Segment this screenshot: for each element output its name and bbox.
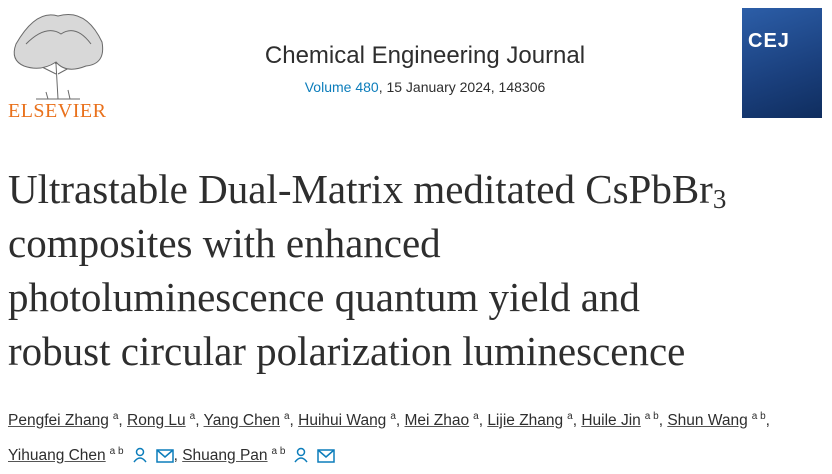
- title-line: Ultrastable Dual-Matrix meditated CsPbBr: [8, 166, 713, 212]
- author-profile-icon[interactable]: [293, 443, 309, 474]
- author: Mei Zhao a,: [404, 411, 484, 429]
- cover-title: CEJ: [748, 30, 790, 52]
- author-name[interactable]: Lijie Zhang: [487, 412, 564, 429]
- author: Yang Chen a,: [203, 411, 294, 429]
- affiliation[interactable]: a: [473, 411, 479, 422]
- title-subscript: 3: [712, 184, 727, 214]
- title-line: robust circular polarization luminescenc…: [8, 328, 686, 374]
- affiliation[interactable]: a: [283, 411, 290, 422]
- author: Shuang Pan a b: [182, 446, 336, 464]
- author: Shun Wang a b,: [667, 411, 770, 429]
- affiliation[interactable]: a b: [751, 411, 766, 422]
- journal-cover[interactable]: CEJ: [742, 8, 822, 118]
- title-line: photoluminescence quantum yield and: [8, 274, 640, 320]
- publisher-name: ELSEVIER: [8, 100, 107, 122]
- journal-title[interactable]: Chemical Engineering Journal: [264, 42, 586, 69]
- author: Huihui Wang a,: [298, 411, 401, 429]
- author-list: Pengfei Zhang a, Rong Lu a, Yang Chen a, Hu…: [8, 401, 820, 474]
- affiliation[interactable]: a b: [644, 411, 659, 422]
- page: {"header": {"publisher": "ELSEVIER", "jo…: [8, 8, 828, 464]
- author: Rong Lu a,: [127, 411, 200, 429]
- author-profile-icon[interactable]: [132, 443, 148, 474]
- author-name[interactable]: Shun Wang: [667, 412, 748, 429]
- affiliation[interactable]: a: [112, 411, 119, 422]
- author: Huile Jin a b,: [581, 411, 663, 429]
- article-title: Ultrastable Dual-Matrix meditated CsPbBr…: [8, 162, 828, 378]
- title-line: composites with enhanced: [8, 220, 441, 266]
- affiliation[interactable]: a: [567, 411, 573, 422]
- author-name[interactable]: Yang Chen: [203, 412, 280, 429]
- author-name[interactable]: Mei Zhao: [404, 412, 470, 429]
- email-icon[interactable]: [155, 443, 174, 474]
- email-icon[interactable]: [317, 443, 336, 474]
- author-name[interactable]: Pengfei Zhang: [8, 412, 109, 429]
- author-name[interactable]: Huile Jin: [581, 412, 641, 429]
- author-name[interactable]: Yihuang Chen: [8, 447, 106, 464]
- issue-info: , 15 January 2024, 148306: [378, 79, 546, 95]
- affiliation[interactable]: a b: [271, 446, 286, 457]
- volume-info: Volume 480, 15 January 2024, 148306: [150, 79, 700, 95]
- author: Lijie Zhang a,: [487, 411, 578, 429]
- author-name[interactable]: Rong Lu: [127, 412, 186, 429]
- affiliation[interactable]: a b: [109, 446, 124, 457]
- author-name[interactable]: Shuang Pan: [182, 447, 268, 464]
- author: Yihuang Chen a b,: [8, 446, 178, 464]
- affiliation[interactable]: a: [189, 411, 196, 422]
- author: Pengfei Zhang a,: [8, 411, 123, 429]
- author-name[interactable]: Huihui Wang: [298, 412, 387, 429]
- volume-link[interactable]: Volume 480: [304, 79, 379, 95]
- publisher-logo: [13, 14, 104, 100]
- affiliation[interactable]: a: [390, 411, 396, 422]
